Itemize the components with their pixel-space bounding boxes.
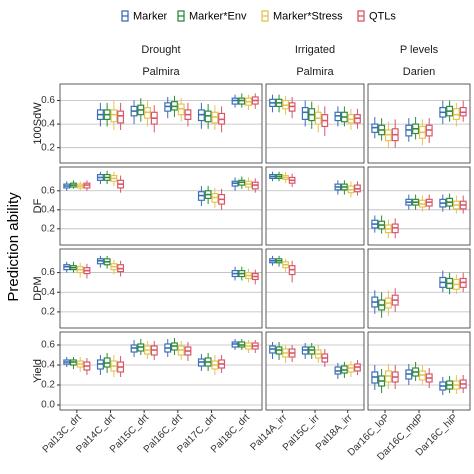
y-tick-label: 0.2: [41, 142, 55, 153]
panel-border: [367, 83, 471, 164]
panel-location: Palmira: [296, 66, 334, 78]
panel-border: [265, 248, 365, 329]
box: [117, 110, 125, 124]
y-tick-label: 0.4: [41, 204, 55, 215]
panel-group: Drought: [141, 44, 180, 56]
y-tick-label: 0.6: [41, 340, 55, 351]
legend-label: Marker*Env: [189, 10, 247, 22]
panel-border: [367, 248, 471, 329]
y-tick-label: 0.6: [41, 267, 55, 278]
y-tick-label: 0.6: [41, 185, 55, 196]
y-tick-label: 0.4: [41, 360, 55, 371]
y-tick-label: 0.2: [41, 380, 55, 391]
legend-label: Marker*Stress: [273, 10, 343, 22]
panel-border: [59, 83, 263, 164]
panel-border: [59, 166, 263, 246]
y-tick-label: 0.4: [41, 119, 55, 130]
y-axis-title: Prediction ability: [5, 192, 22, 302]
y-tick-label: 0.2: [41, 223, 55, 234]
box: [301, 106, 309, 120]
panel-border: [367, 166, 471, 246]
panel-border: [59, 331, 263, 411]
y-tick-label: 0.4: [41, 287, 55, 298]
legend-label: Marker: [133, 10, 168, 22]
panel-group: Irrigated: [295, 44, 335, 56]
y-tick-label: 0.0: [41, 400, 55, 411]
y-tick-label: 0.6: [41, 95, 55, 106]
row-strip: DPM: [32, 276, 44, 300]
row-strip: Yield: [32, 359, 44, 383]
panel-location: Darien: [403, 66, 435, 78]
panel-location: Palmira: [142, 66, 180, 78]
panel-border: [59, 248, 263, 329]
box: [110, 109, 118, 123]
row-strip: 100SdW: [32, 102, 44, 145]
legend-label: QTLs: [369, 10, 396, 22]
y-tick-label: 0.2: [41, 307, 55, 318]
panel-border: [265, 83, 365, 164]
panel-group: P levels: [400, 44, 439, 56]
panel-border: [265, 166, 365, 246]
row-strip: DF: [32, 198, 44, 213]
